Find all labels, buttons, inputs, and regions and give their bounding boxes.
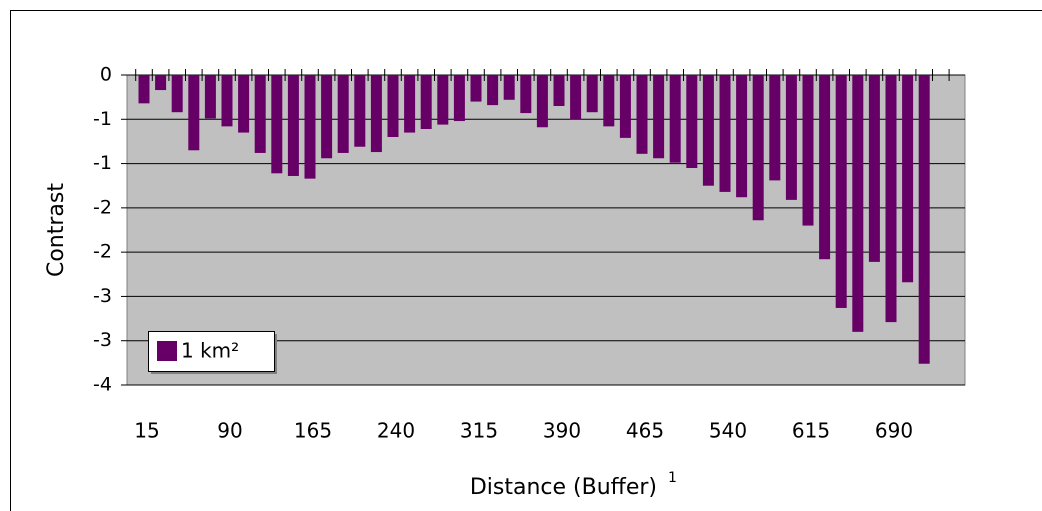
bar <box>603 75 615 127</box>
bar <box>487 75 499 106</box>
y-tick-label: -2 <box>93 241 112 263</box>
x-tick-label: 15 <box>134 419 159 443</box>
bar <box>553 75 565 106</box>
y-axis-title: Contrast <box>44 183 69 277</box>
x-tick-label: 315 <box>460 419 498 443</box>
bar <box>702 75 714 186</box>
bar <box>404 75 416 133</box>
bar <box>437 75 449 125</box>
bar <box>902 75 914 283</box>
x-tick-label: 540 <box>709 419 747 443</box>
x-tick-label: 465 <box>626 419 664 443</box>
x-tick-label: 165 <box>294 419 332 443</box>
y-tick-label: -3 <box>93 329 112 351</box>
bar <box>636 75 648 154</box>
bar <box>254 75 266 153</box>
legend-swatch <box>157 341 177 361</box>
bar <box>503 75 515 100</box>
bar <box>453 75 465 122</box>
bar <box>188 75 200 151</box>
bar <box>653 75 665 159</box>
bar <box>387 75 399 137</box>
x-tick-label: 690 <box>875 419 913 443</box>
bar <box>520 75 532 114</box>
bar <box>304 75 316 179</box>
bar <box>835 75 847 308</box>
bar <box>686 75 698 168</box>
y-tick-label: -1 <box>93 108 112 130</box>
bar <box>470 75 482 102</box>
bar <box>204 75 216 119</box>
x-tick-label: 390 <box>543 419 581 443</box>
bar <box>752 75 764 221</box>
bar <box>586 75 598 113</box>
y-tick-label: -3 <box>93 285 112 307</box>
x-tick-label: 615 <box>792 419 830 443</box>
y-tick-label: -4 <box>93 374 112 396</box>
bar <box>420 75 432 130</box>
bar <box>536 75 548 128</box>
bar <box>868 75 880 262</box>
bar <box>271 75 283 174</box>
x-tick-label: 240 <box>377 419 415 443</box>
bar <box>287 75 299 176</box>
bar <box>138 75 150 104</box>
bar <box>238 75 250 133</box>
x-tick-label: 90 <box>217 419 242 443</box>
y-tick-label: -1 <box>93 152 112 174</box>
bar <box>852 75 864 332</box>
bar <box>918 75 930 364</box>
bar <box>819 75 831 260</box>
bar <box>337 75 349 153</box>
bar <box>570 75 582 120</box>
bar <box>321 75 333 159</box>
bar <box>669 75 681 163</box>
legend: 1 km² <box>148 331 277 374</box>
bar <box>354 75 366 147</box>
bar <box>885 75 897 323</box>
legend-box <box>148 331 275 372</box>
bar <box>221 75 233 127</box>
legend-label: 1 km² <box>181 339 239 363</box>
y-tick-label: 0 <box>100 64 112 86</box>
x-axis-title: Distance (Buffer) <box>470 475 657 500</box>
bars <box>138 75 930 364</box>
bar <box>802 75 814 226</box>
bar <box>785 75 797 200</box>
x-axis-title-note: 1 <box>668 470 677 486</box>
bar <box>719 75 731 192</box>
bar <box>171 75 183 113</box>
bar <box>155 75 167 91</box>
bar <box>370 75 382 153</box>
bar <box>619 75 631 138</box>
bar <box>736 75 748 198</box>
bar <box>769 75 781 181</box>
y-tick-label: -2 <box>93 196 112 218</box>
